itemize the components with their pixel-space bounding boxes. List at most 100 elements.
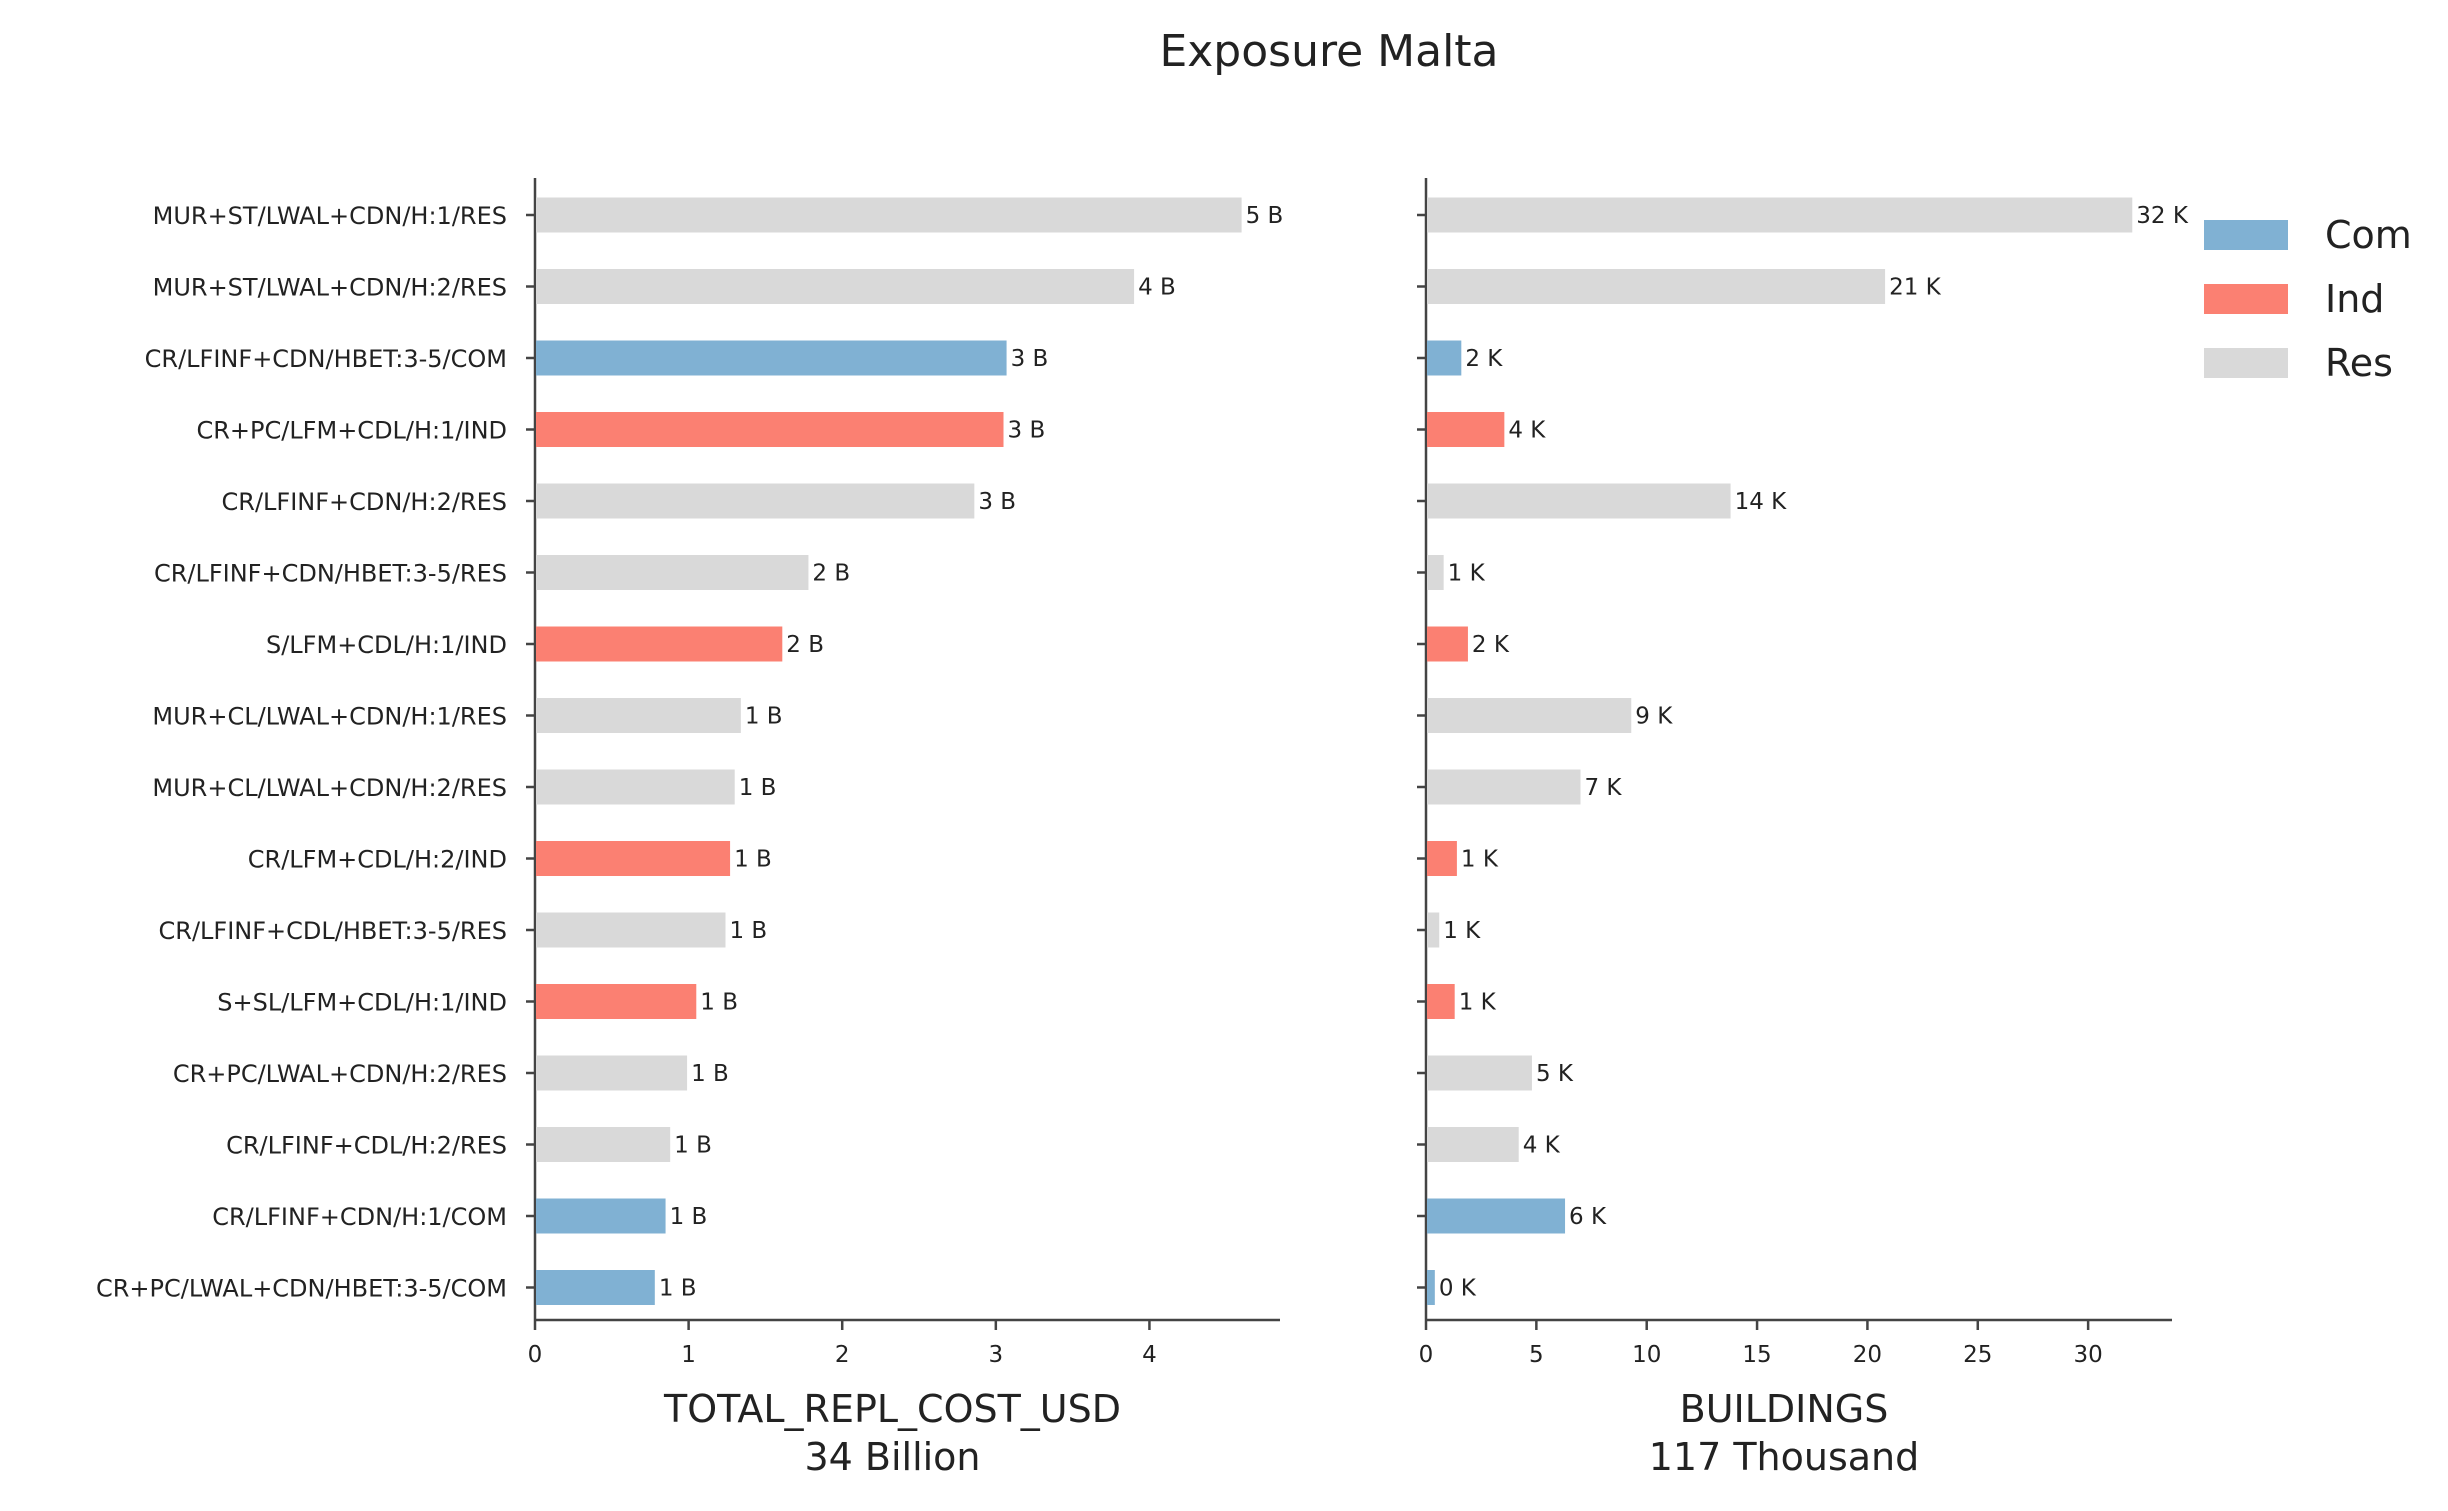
bar-cost-5 xyxy=(536,483,975,519)
x-axis-label: TOTAL_REPL_COST_USD xyxy=(663,1387,1121,1431)
bar-cost-7 xyxy=(536,626,783,662)
value-label: 1 B xyxy=(659,1276,697,1302)
bar-cost-8 xyxy=(536,698,741,733)
x-tick-label: 1 xyxy=(681,1342,696,1368)
x-tick-label: 5 xyxy=(1529,1342,1544,1368)
value-label: 1 B xyxy=(691,1061,729,1087)
x-tick-label: 0 xyxy=(1419,1342,1434,1368)
value-label: 1 B xyxy=(739,775,777,801)
bar-buildings-10 xyxy=(1427,841,1457,876)
x-tick-label: 2 xyxy=(835,1342,850,1368)
value-label: 1 K xyxy=(1448,561,1486,587)
legend-label-res: Res xyxy=(2325,341,2393,385)
bar-cost-11 xyxy=(536,912,726,948)
value-label: 0 K xyxy=(1439,1276,1477,1302)
x-tick-label: 15 xyxy=(1742,1342,1771,1368)
bar-cost-6 xyxy=(536,555,809,590)
value-label: 1 B xyxy=(700,990,738,1016)
x-axis-label: BUILDINGS xyxy=(1680,1387,1889,1431)
category-label: CR/LFM+CDL/H:2/IND xyxy=(248,846,507,874)
bar-cost-4 xyxy=(536,412,1004,447)
bar-cost-15 xyxy=(536,1198,666,1234)
value-label: 2 B xyxy=(812,561,850,587)
bar-cost-1 xyxy=(536,197,1242,233)
value-label: 4 K xyxy=(1508,418,1546,444)
bar-cost-9 xyxy=(536,769,735,805)
bar-cost-10 xyxy=(536,841,731,876)
legend-swatch-res xyxy=(2204,348,2288,378)
value-label: 1 B xyxy=(734,847,772,873)
value-label: 5 K xyxy=(1536,1061,1574,1087)
x-tick-label: 20 xyxy=(1853,1342,1882,1368)
bar-cost-14 xyxy=(536,1127,671,1162)
x-tick-label: 4 xyxy=(1142,1342,1157,1368)
bar-buildings-2 xyxy=(1427,269,1886,304)
x-tick-label: 0 xyxy=(528,1342,543,1368)
x-tick-label: 3 xyxy=(989,1342,1004,1368)
value-label: 1 B xyxy=(670,1204,708,1230)
value-label: 21 K xyxy=(1889,275,1942,301)
category-label: CR+PC/LFM+CDL/H:1/IND xyxy=(196,417,507,445)
value-label: 9 K xyxy=(1635,704,1673,730)
bar-buildings-8 xyxy=(1427,698,1632,733)
value-label: 3 B xyxy=(1011,346,1049,372)
category-label: MUR+CL/LWAL+CDN/H:2/RES xyxy=(152,774,507,802)
bar-buildings-9 xyxy=(1427,769,1581,805)
panel-replacement-cost: 5 B MUR+ST/LWAL+CDN/H:1/RES 4 B MUR+ST/LWAL… xyxy=(96,178,1283,1479)
bar-cost-13 xyxy=(536,1055,688,1091)
bar-cost-3 xyxy=(536,340,1007,376)
category-label: S+SL/LFM+CDL/H:1/IND xyxy=(217,989,507,1017)
panel-buildings: 32 K 21 K 2 K 4 K 14 K 1 K 2 K 9 K 7 K 1 K 1 K 1 K 5… xyxy=(1417,178,2189,1479)
x-tick-label: 10 xyxy=(1632,1342,1661,1368)
chart-title: Exposure Malta xyxy=(1159,26,1498,77)
value-label: 1 K xyxy=(1461,847,1499,873)
bar-cost-2 xyxy=(536,269,1135,304)
category-label: CR+PC/LWAL+CDN/H:2/RES xyxy=(173,1060,507,1088)
category-label: CR/LFINF+CDN/HBET:3-5/COM xyxy=(145,345,507,373)
bar-buildings-6 xyxy=(1427,555,1444,590)
bar-buildings-5 xyxy=(1427,483,1731,519)
bar-buildings-3 xyxy=(1427,340,1462,376)
bar-buildings-15 xyxy=(1427,1198,1566,1234)
value-label: 1 B xyxy=(745,704,783,730)
legend-label-com: Com xyxy=(2325,213,2412,257)
legend: Com Ind Res xyxy=(2204,213,2412,385)
bar-buildings-13 xyxy=(1427,1055,1532,1091)
value-label: 1 K xyxy=(1443,918,1481,944)
value-label: 2 K xyxy=(1465,346,1503,372)
category-label: CR+PC/LWAL+CDN/HBET:3-5/COM xyxy=(96,1275,507,1303)
bar-buildings-14 xyxy=(1427,1127,1519,1162)
value-label: 6 K xyxy=(1569,1204,1607,1230)
x-tick-label: 30 xyxy=(2073,1342,2102,1368)
value-label: 7 K xyxy=(1584,775,1622,801)
value-label: 1 B xyxy=(674,1133,712,1159)
value-label: 3 B xyxy=(1008,418,1046,444)
value-label: 3 B xyxy=(978,489,1016,515)
legend-swatch-ind xyxy=(2204,284,2288,314)
category-label: S/LFM+CDL/H:1/IND xyxy=(266,631,507,659)
legend-swatch-com xyxy=(2204,220,2288,250)
bar-buildings-12 xyxy=(1427,984,1455,1019)
legend-label-ind: Ind xyxy=(2325,277,2384,321)
bar-buildings-4 xyxy=(1427,412,1505,447)
bar-buildings-1 xyxy=(1427,197,2133,233)
value-label: 1 K xyxy=(1459,990,1497,1016)
value-label: 4 K xyxy=(1523,1133,1561,1159)
x-axis-total: 117 Thousand xyxy=(1649,1435,1920,1479)
bar-buildings-7 xyxy=(1427,626,1468,662)
value-label: 5 B xyxy=(1246,203,1284,229)
category-label: MUR+CL/LWAL+CDN/H:1/RES xyxy=(152,703,507,731)
category-label: CR/LFINF+CDL/HBET:3-5/RES xyxy=(159,917,507,945)
bar-cost-12 xyxy=(536,984,697,1019)
category-label: MUR+ST/LWAL+CDN/H:1/RES xyxy=(153,202,507,230)
bar-buildings-11 xyxy=(1427,912,1440,948)
bar-buildings-16 xyxy=(1427,1270,1435,1305)
category-label: CR/LFINF+CDN/H:1/COM xyxy=(212,1203,507,1231)
category-label: MUR+ST/LWAL+CDN/H:2/RES xyxy=(153,274,507,302)
category-label: CR/LFINF+CDN/H:2/RES xyxy=(222,488,507,516)
value-label: 4 B xyxy=(1138,275,1176,301)
bar-cost-16 xyxy=(536,1270,655,1305)
value-label: 2 K xyxy=(1472,632,1510,658)
value-label: 2 B xyxy=(786,632,824,658)
